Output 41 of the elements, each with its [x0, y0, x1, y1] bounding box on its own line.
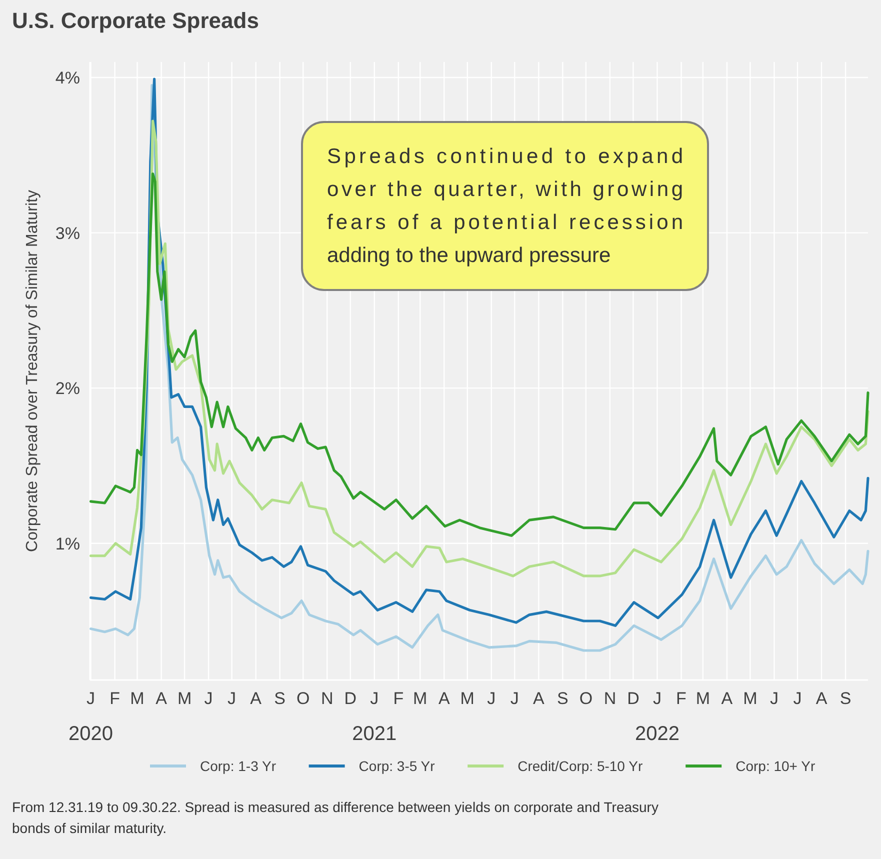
chart-title: U.S. Corporate Spreads [12, 8, 259, 33]
x-tick-label: M [696, 689, 710, 708]
x-tick-label: M [413, 689, 428, 708]
x-tick-label: A [438, 689, 450, 708]
x-tick-label: S [274, 689, 286, 708]
x-tick-label: O [579, 689, 593, 708]
y-tick-label: 4% [55, 68, 80, 88]
legend-label: Corp: 3-5 Yr [358, 758, 436, 774]
x-tick-label: M [743, 689, 758, 708]
x-tick-label: N [320, 689, 334, 708]
x-tick-label: F [393, 689, 404, 708]
x-tick-label: F [110, 689, 120, 708]
x-tick-label: S [557, 689, 568, 708]
x-tick-label: S [840, 689, 852, 708]
x-tick-label: J [510, 689, 519, 708]
x-tick-label: A [721, 689, 734, 708]
y-tick-label: 3% [55, 224, 80, 243]
x-tick-label: M [177, 689, 192, 708]
legend-label: Corp: 1-3 Yr [200, 758, 276, 774]
x-tick-label: A [250, 689, 262, 708]
legend-label: Credit/Corp: 5-10 Yr [518, 758, 643, 774]
x-tick-label: N [604, 689, 616, 708]
x-tick-label: O [296, 689, 310, 708]
line-series [89, 172, 870, 537]
x-tick-label: J [228, 689, 236, 708]
text: From 12.31.19 to 09.30.22. Spread is measured as difference between yields on corporate and Treasury bonds of similar maturity. [12, 799, 658, 836]
x-tick-label: A [156, 689, 168, 708]
x-tick-label: A [532, 689, 545, 708]
x-tick-label: J [770, 689, 778, 708]
y-tick-label: 2% [55, 379, 80, 398]
y-tick-label: 1% [55, 534, 80, 554]
x-tick-label: A [816, 689, 828, 708]
annotation: Spreads continued to expand over the quarter, with growing fears of a potential recession adding to the upward pressure [327, 145, 683, 267]
x-tick-label: M [130, 689, 144, 708]
x-tick-label: J [204, 689, 213, 708]
x-tick-label: M [460, 689, 474, 708]
x-tick-label: J [487, 689, 496, 708]
legend-label: Corp: 10+ Yr [736, 758, 816, 774]
y-axis-title: Corporate Spread over Treasury of Similar Maturity [24, 190, 41, 552]
x-tick-label: F [676, 689, 686, 708]
x-tick-label: J [793, 689, 802, 708]
